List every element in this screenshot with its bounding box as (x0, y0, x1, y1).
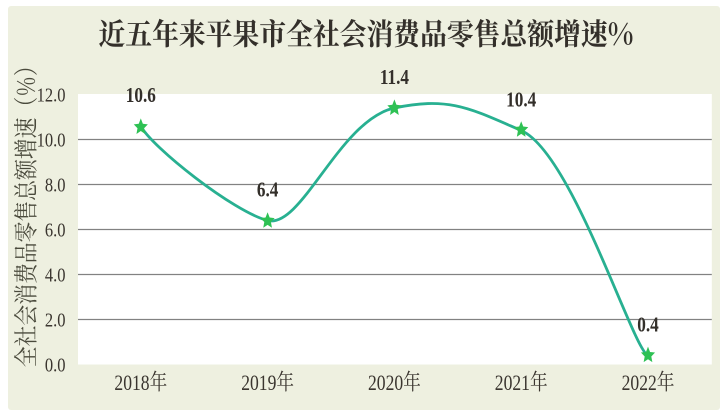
svg-text:11.4: 11.4 (380, 67, 409, 90)
svg-text:10.4: 10.4 (506, 89, 536, 112)
svg-text:2.0: 2.0 (45, 309, 66, 331)
svg-text:10.0: 10.0 (37, 129, 66, 151)
svg-text:2022: 2022 (622, 371, 657, 396)
svg-text:2020: 2020 (368, 371, 403, 396)
svg-text:4.0: 4.0 (45, 264, 66, 286)
svg-text:0.4: 0.4 (637, 314, 659, 337)
svg-text:6.0: 6.0 (45, 219, 66, 241)
svg-text:10.6: 10.6 (126, 85, 156, 108)
svg-text:2021: 2021 (495, 371, 530, 396)
svg-text:2018: 2018 (114, 371, 149, 396)
svg-text:2019: 2019 (241, 371, 276, 396)
svg-text:8.0: 8.0 (45, 174, 66, 196)
svg-text:6.4: 6.4 (257, 179, 279, 202)
svg-text:12.0: 12.0 (37, 84, 66, 106)
svg-text:0.0: 0.0 (45, 354, 66, 376)
